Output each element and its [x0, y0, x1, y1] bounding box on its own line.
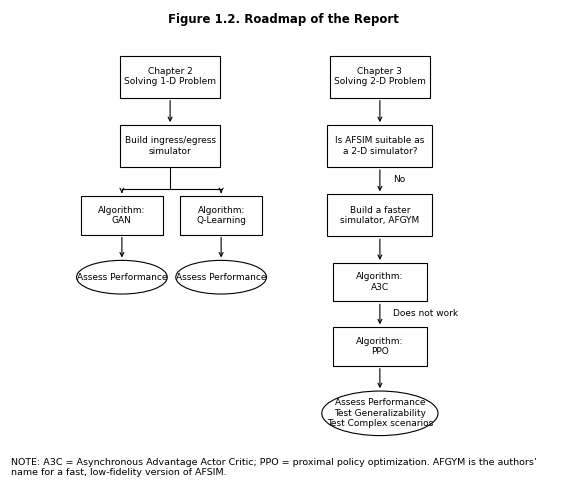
FancyBboxPatch shape — [120, 125, 219, 167]
Text: Does not work: Does not work — [393, 309, 458, 318]
Text: Algorithm:
PPO: Algorithm: PPO — [356, 337, 404, 356]
Text: Assess Performance: Assess Performance — [77, 273, 167, 282]
Text: Assess Performance: Assess Performance — [176, 273, 266, 282]
Text: Chapter 3
Solving 2-D Problem: Chapter 3 Solving 2-D Problem — [334, 67, 426, 87]
Text: Algorithm:
A3C: Algorithm: A3C — [356, 272, 404, 292]
FancyBboxPatch shape — [333, 327, 426, 366]
Ellipse shape — [322, 391, 438, 436]
FancyBboxPatch shape — [333, 263, 426, 301]
Text: Algorithm:
GAN: Algorithm: GAN — [98, 205, 146, 225]
Text: Chapter 2
Solving 1-D Problem: Chapter 2 Solving 1-D Problem — [124, 67, 216, 87]
Text: Assess Performance
Test Generalizability
Test Complex scenarios: Assess Performance Test Generalizability… — [327, 398, 433, 428]
Ellipse shape — [176, 260, 266, 294]
Text: Figure 1.2. Roadmap of the Report: Figure 1.2. Roadmap of the Report — [168, 13, 399, 26]
FancyBboxPatch shape — [328, 195, 432, 237]
FancyBboxPatch shape — [180, 196, 262, 235]
FancyBboxPatch shape — [328, 125, 432, 167]
FancyBboxPatch shape — [81, 196, 163, 235]
Text: No: No — [393, 175, 405, 184]
Text: Build ingress/egress
simulator: Build ingress/egress simulator — [125, 136, 215, 156]
Text: NOTE: A3C = Asynchronous Advantage Actor Critic; PPO = proximal policy optimizat: NOTE: A3C = Asynchronous Advantage Actor… — [11, 458, 538, 478]
Text: Is AFSIM suitable as
a 2-D simulator?: Is AFSIM suitable as a 2-D simulator? — [335, 136, 425, 156]
Ellipse shape — [77, 260, 167, 294]
FancyBboxPatch shape — [120, 56, 219, 98]
Text: Build a faster
simulator, AFGYM: Build a faster simulator, AFGYM — [340, 205, 420, 225]
Text: Algorithm:
Q-Learning: Algorithm: Q-Learning — [196, 205, 246, 225]
FancyBboxPatch shape — [330, 56, 430, 98]
